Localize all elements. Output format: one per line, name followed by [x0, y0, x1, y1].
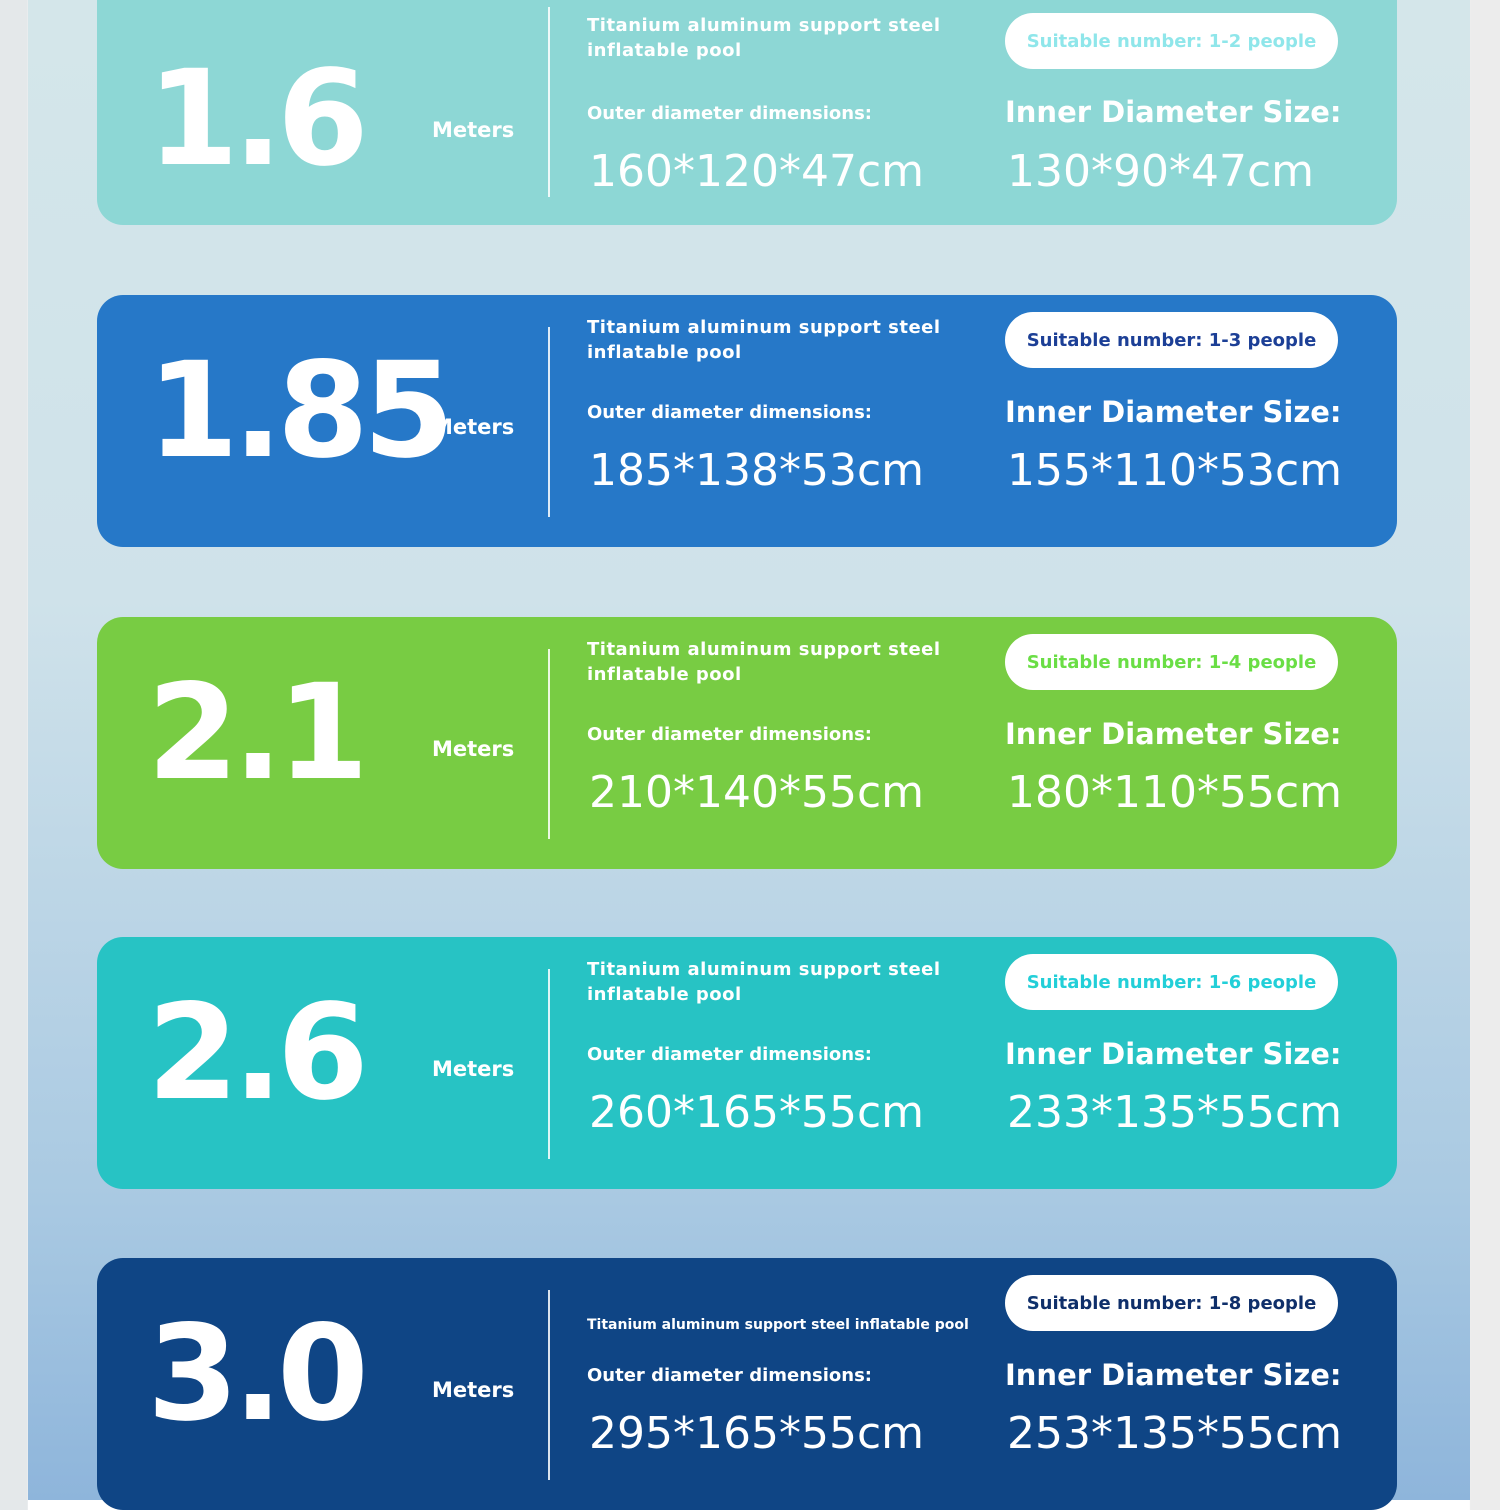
inner-diameter-value: 155*110*53cm [1007, 445, 1343, 496]
pool-size-card: 2.1 Meters Titanium aluminum support ste… [97, 617, 1397, 869]
pool-size-card: 1.6 Meters Titanium aluminum support ste… [97, 0, 1397, 225]
size-unit: Meters [432, 1378, 515, 1402]
inner-diameter-value: 180*110*55cm [1007, 767, 1343, 818]
divider [548, 649, 550, 839]
product-description: Titanium aluminum support steel inflatab… [587, 959, 941, 1005]
inner-diameter-label: Inner Diameter Size: [1005, 95, 1342, 129]
size-value: 1.6 [147, 42, 369, 196]
outer-dimensions-label: Outer diameter dimensions: [587, 103, 873, 124]
divider [548, 969, 550, 1159]
divider [548, 7, 550, 197]
size-value: 2.6 [147, 976, 369, 1130]
outer-dimensions-value: 185*138*53cm [589, 445, 925, 496]
outer-dimensions-value: 160*120*47cm [589, 146, 925, 197]
size-value: 3.0 [147, 1297, 369, 1451]
product-description: Titanium aluminum support steel inflatab… [587, 1317, 969, 1333]
divider [548, 327, 550, 517]
outer-dimensions-label: Outer diameter dimensions: [587, 1044, 873, 1065]
outer-dimensions-label: Outer diameter dimensions: [587, 1365, 873, 1386]
capacity-badge: Suitable number: 1-8 people [1005, 1275, 1338, 1331]
inner-diameter-value: 233*135*55cm [1007, 1087, 1343, 1138]
product-description: Titanium aluminum support steel inflatab… [587, 15, 941, 61]
inner-diameter-label: Inner Diameter Size: [1005, 717, 1342, 751]
inner-diameter-label: Inner Diameter Size: [1005, 1358, 1342, 1392]
capacity-badge: Suitable number: 1-4 people [1005, 634, 1338, 690]
capacity-badge: Suitable number: 1-6 people [1005, 954, 1338, 1010]
inner-diameter-value: 253*135*55cm [1007, 1408, 1343, 1459]
outer-dimensions-value: 295*165*55cm [589, 1408, 925, 1459]
capacity-badge: Suitable number: 1-3 people [1005, 312, 1338, 368]
product-description: Titanium aluminum support steel inflatab… [587, 317, 941, 363]
size-value: 1.85 [147, 334, 455, 488]
size-unit: Meters [432, 415, 515, 439]
size-unit: Meters [432, 118, 515, 142]
size-unit: Meters [432, 1057, 515, 1081]
outer-dimensions-value: 210*140*55cm [589, 767, 925, 818]
size-value: 2.1 [147, 656, 369, 810]
size-unit: Meters [432, 737, 515, 761]
divider [548, 1290, 550, 1480]
capacity-badge: Suitable number: 1-2 people [1005, 13, 1338, 69]
inner-diameter-label: Inner Diameter Size: [1005, 395, 1342, 429]
outer-dimensions-label: Outer diameter dimensions: [587, 724, 873, 745]
product-description: Titanium aluminum support steel inflatab… [587, 639, 941, 685]
inner-diameter-label: Inner Diameter Size: [1005, 1037, 1342, 1071]
outer-dimensions-label: Outer diameter dimensions: [587, 402, 873, 423]
inner-diameter-value: 130*90*47cm [1007, 146, 1315, 197]
pool-size-card: 2.6 Meters Titanium aluminum support ste… [97, 937, 1397, 1189]
pool-size-card: 1.85 Meters Titanium aluminum support st… [97, 295, 1397, 547]
pool-size-card: 3.0 Meters Titanium aluminum support ste… [97, 1258, 1397, 1510]
outer-dimensions-value: 260*165*55cm [589, 1087, 925, 1138]
